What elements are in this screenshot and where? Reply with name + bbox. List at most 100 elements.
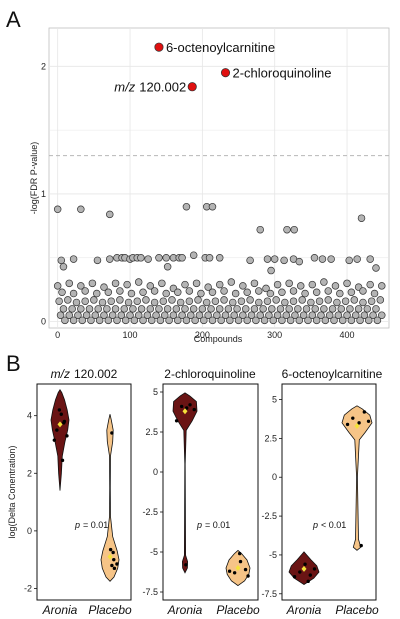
data-point: [143, 311, 152, 319]
data-point: [360, 311, 369, 319]
x-tick-label: 300: [267, 330, 282, 340]
sample-point: [60, 458, 65, 463]
data-point: [111, 305, 120, 313]
data-point: [333, 298, 341, 307]
data-point: [174, 316, 182, 325]
data-point: [117, 311, 126, 319]
data-point: [146, 305, 155, 313]
data-point: [213, 311, 221, 319]
data-point: [103, 305, 111, 313]
data-point: [150, 298, 159, 307]
data-point: [298, 296, 306, 304]
sample-point: [108, 547, 113, 552]
data-point: [243, 316, 251, 325]
data-point: [208, 316, 217, 325]
y-tick-label: 0: [41, 317, 46, 327]
data-point: [359, 298, 367, 307]
sample-point: [179, 404, 184, 409]
data-point: [163, 262, 172, 271]
data-point: [94, 305, 102, 313]
scatter-points: [53, 202, 386, 325]
data-point: [194, 296, 202, 304]
data-point: [78, 316, 87, 325]
panel-a: A 0 1 2 0 100 200 300 400 Compounds -log…: [6, 7, 390, 344]
data-point: [107, 297, 115, 305]
data-point: [378, 282, 386, 290]
data-point: [197, 289, 205, 298]
data-point: [200, 316, 208, 325]
data-point: [299, 311, 308, 319]
data-point: [189, 305, 198, 313]
violin-y-ticks: -7.5 -5 -2.5 0 2.5 5: [261, 395, 282, 599]
x-tick-label: 400: [340, 330, 355, 340]
data-point: [224, 305, 233, 313]
violin-frame: [281, 383, 377, 601]
panel-a-label: A: [6, 7, 21, 32]
sample-point: [357, 421, 361, 425]
sample-point: [112, 557, 116, 562]
data-point: [211, 297, 220, 305]
data-point: [338, 316, 347, 325]
data-point: [359, 287, 367, 295]
data-point: [208, 288, 217, 297]
violin-chart-2-chloroquinoline: 2-chloroquinoline -7.5 -5 -2.5 0 2.5 5 Aronia…: [142, 367, 260, 617]
data-point: [255, 287, 263, 295]
data-point: [146, 282, 155, 290]
data-point: [81, 287, 89, 295]
sample-point: [303, 562, 307, 566]
data-point: [172, 305, 181, 313]
data-point: [126, 311, 134, 319]
y-tick-label: -2.5: [142, 507, 158, 517]
data-point: [227, 278, 236, 286]
data-point: [221, 311, 230, 319]
median-marker: [235, 565, 241, 571]
p-value-label: p < 0.01: [312, 520, 346, 530]
annotation-2-chloroquinoline: 2-chloroquinoline: [233, 66, 332, 81]
sample-point: [174, 419, 179, 423]
data-point: [234, 316, 243, 325]
sample-point: [111, 550, 115, 555]
data-point: [104, 288, 113, 297]
data-point: [310, 254, 319, 262]
data-point: [137, 305, 146, 313]
x-tick-label: 200: [195, 330, 210, 340]
data-point: [191, 316, 199, 325]
p-symbol: p: [312, 520, 318, 530]
data-point: [137, 254, 145, 262]
median-marker: [182, 408, 188, 415]
sample-point: [112, 566, 117, 571]
data-point: [100, 283, 108, 291]
data-point: [231, 289, 240, 298]
sample-point: [345, 422, 350, 427]
data-point: [124, 298, 133, 307]
sample-point: [192, 407, 196, 412]
y-axis-title-violin: log(Delta Conentration): [7, 445, 17, 538]
data-point: [72, 298, 81, 307]
data-point: [104, 316, 113, 325]
data-point: [324, 287, 332, 295]
data-point: [373, 316, 382, 325]
y-tick-label: 4: [27, 411, 32, 421]
x-axis-title: Compounds: [194, 334, 243, 344]
x-tick-label: 100: [123, 330, 138, 340]
data-point: [265, 311, 273, 319]
data-point: [337, 305, 346, 313]
violin-title-2-chloroquinoline: 2-chloroquinoline: [164, 367, 256, 381]
data-point: [178, 311, 186, 319]
highlighted-data-point: [154, 42, 164, 52]
data-point: [318, 255, 327, 263]
data-point: [320, 278, 328, 286]
data-point: [168, 296, 176, 304]
median-marker: [301, 565, 307, 572]
data-point: [92, 289, 101, 298]
sample-point: [184, 406, 189, 410]
scatter-plot-area: [48, 27, 390, 329]
data-point: [57, 256, 66, 265]
data-point: [346, 305, 354, 313]
data-point: [159, 297, 168, 305]
sample-point: [351, 416, 355, 420]
median-marker: [57, 421, 63, 428]
scatter-x-ticks: 0 100 200 300 400: [55, 330, 354, 340]
data-point: [116, 287, 124, 295]
